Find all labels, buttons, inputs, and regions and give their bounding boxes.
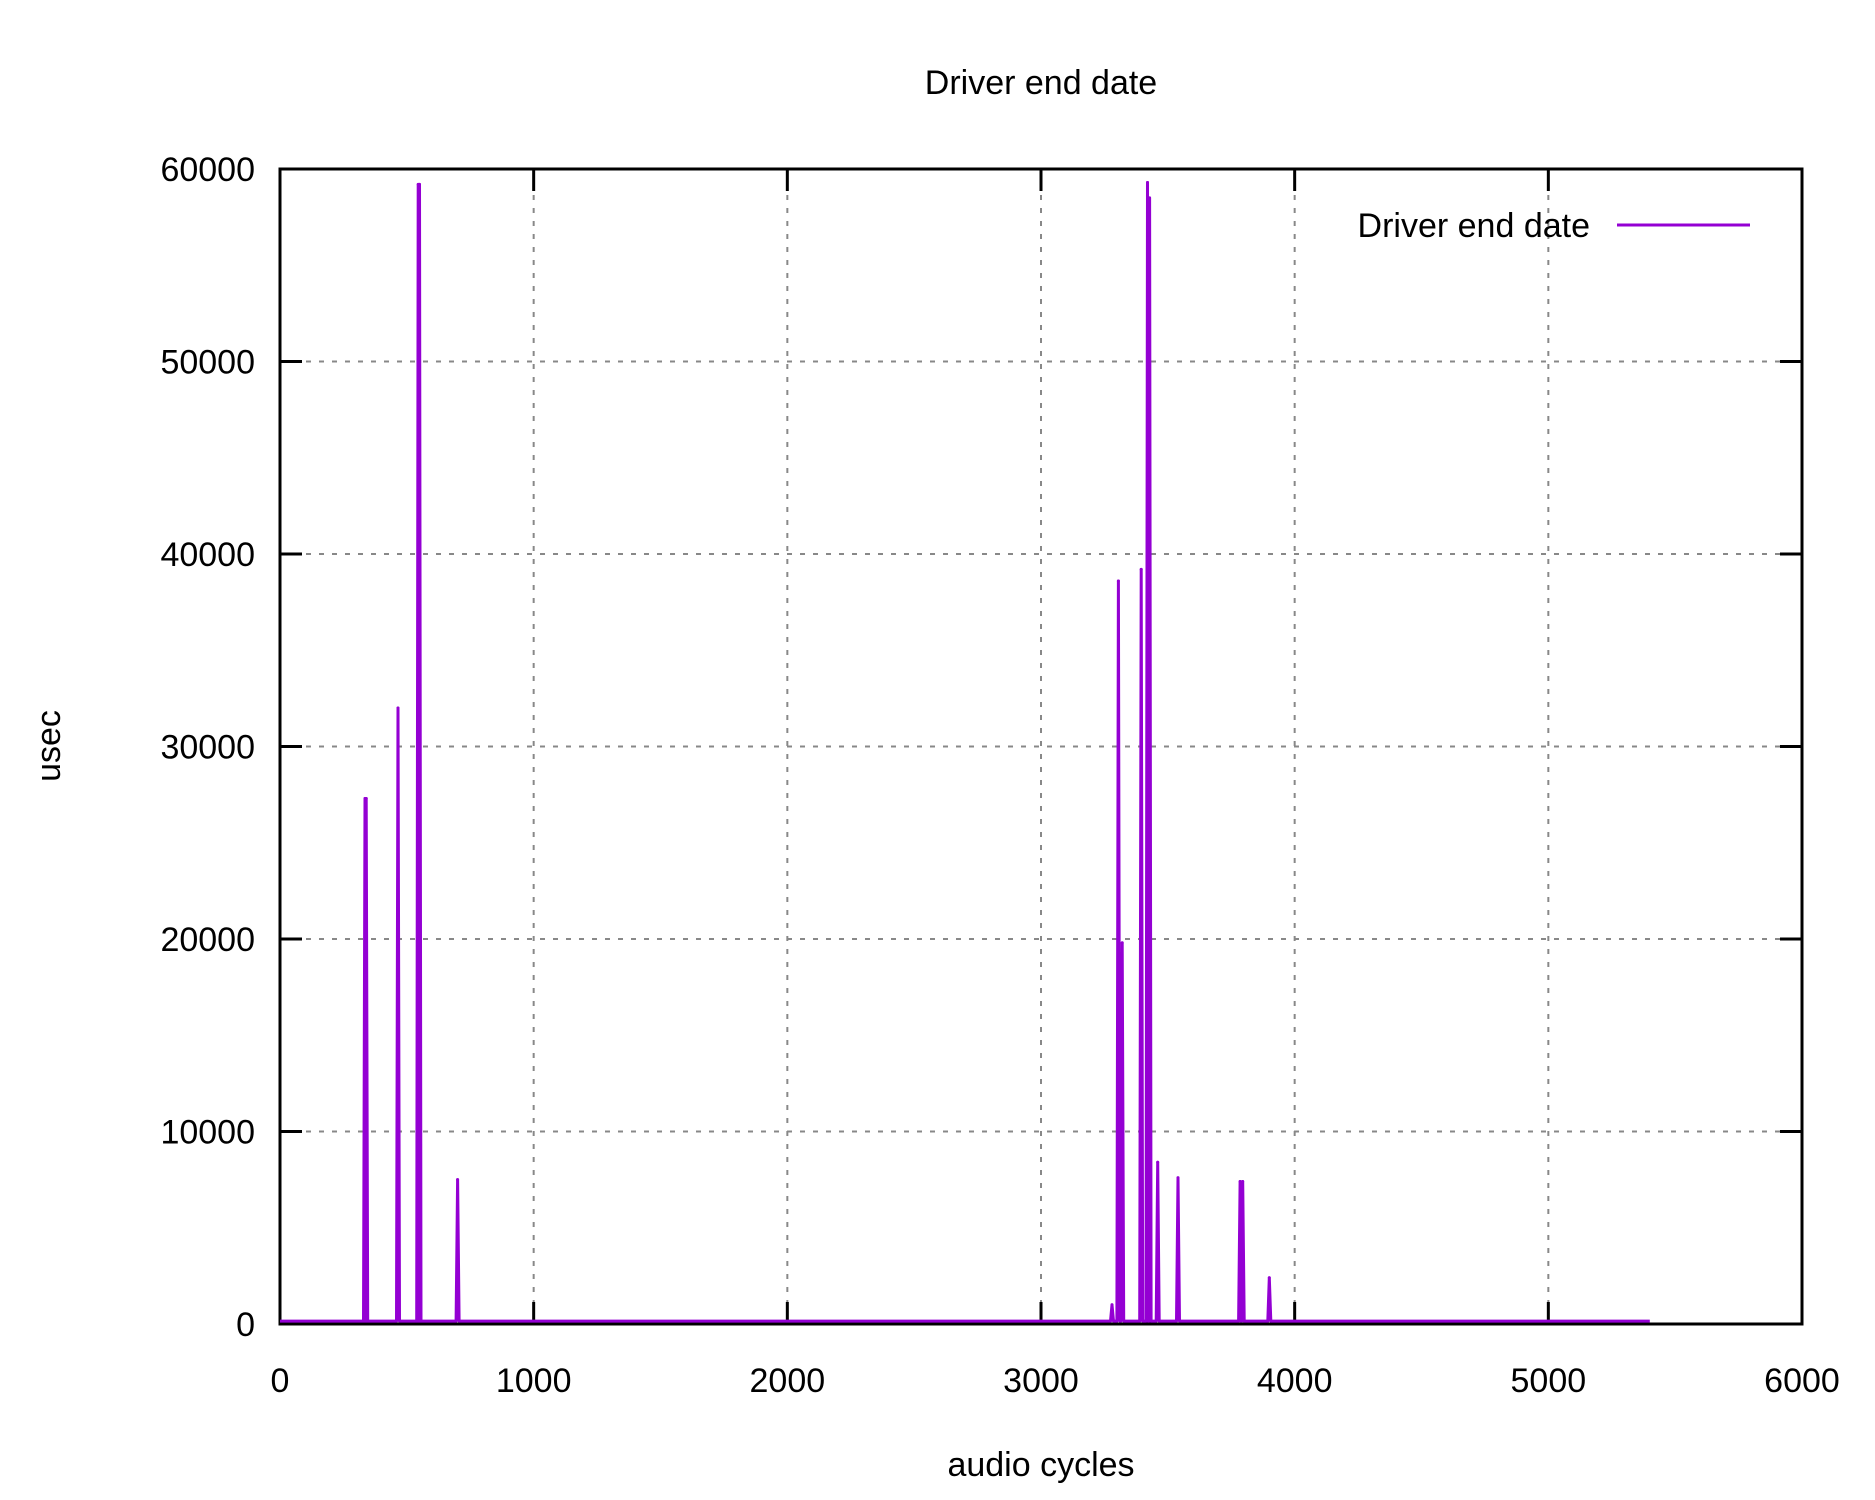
y-tick-label: 10000 — [160, 1114, 255, 1152]
y-tick-label: 50000 — [160, 344, 255, 382]
data-point — [1110, 1303, 1114, 1307]
y-tick-label: 30000 — [160, 729, 255, 767]
axis-ticks: 0 1000 2000 3000 4000 5000 6000010000200003000… — [160, 151, 1839, 1400]
x-tick-label: 1000 — [496, 1362, 572, 1400]
data-point — [418, 182, 422, 186]
x-axis-label: audio cycles — [947, 1446, 1134, 1484]
y-tick-label: 40000 — [160, 536, 255, 574]
grid — [280, 169, 1802, 1324]
y-tick-label: 0 — [236, 1306, 255, 1344]
data-point — [396, 706, 400, 710]
x-tick-label: 5000 — [1511, 1362, 1587, 1400]
series-layer — [280, 180, 1650, 1323]
y-tick-label: 60000 — [160, 151, 255, 189]
y-tick-label: 20000 — [160, 921, 255, 959]
data-point — [364, 796, 368, 800]
data-point — [1116, 579, 1120, 583]
data-point — [1241, 1180, 1245, 1184]
data-point — [1176, 1176, 1180, 1180]
x-tick-label: 4000 — [1257, 1362, 1333, 1400]
x-tick-label: 2000 — [750, 1362, 826, 1400]
legend: Driver end date — [1358, 207, 1750, 245]
data-point — [1148, 196, 1152, 200]
series-line — [280, 181, 1650, 1323]
chart-title: Driver end date — [925, 64, 1157, 102]
legend-label: Driver end date — [1358, 207, 1590, 245]
data-point — [456, 1178, 460, 1182]
data-point — [1238, 1180, 1242, 1184]
data-point — [1156, 1160, 1160, 1164]
x-tick-label: 6000 — [1764, 1362, 1840, 1400]
data-point — [1146, 180, 1150, 184]
x-tick-label: 0 — [271, 1362, 290, 1400]
data-point — [1267, 1276, 1271, 1280]
data-point — [1139, 567, 1143, 571]
y-axis-label: usec — [30, 710, 68, 782]
x-tick-label: 3000 — [1003, 1362, 1079, 1400]
data-point — [1120, 941, 1124, 945]
